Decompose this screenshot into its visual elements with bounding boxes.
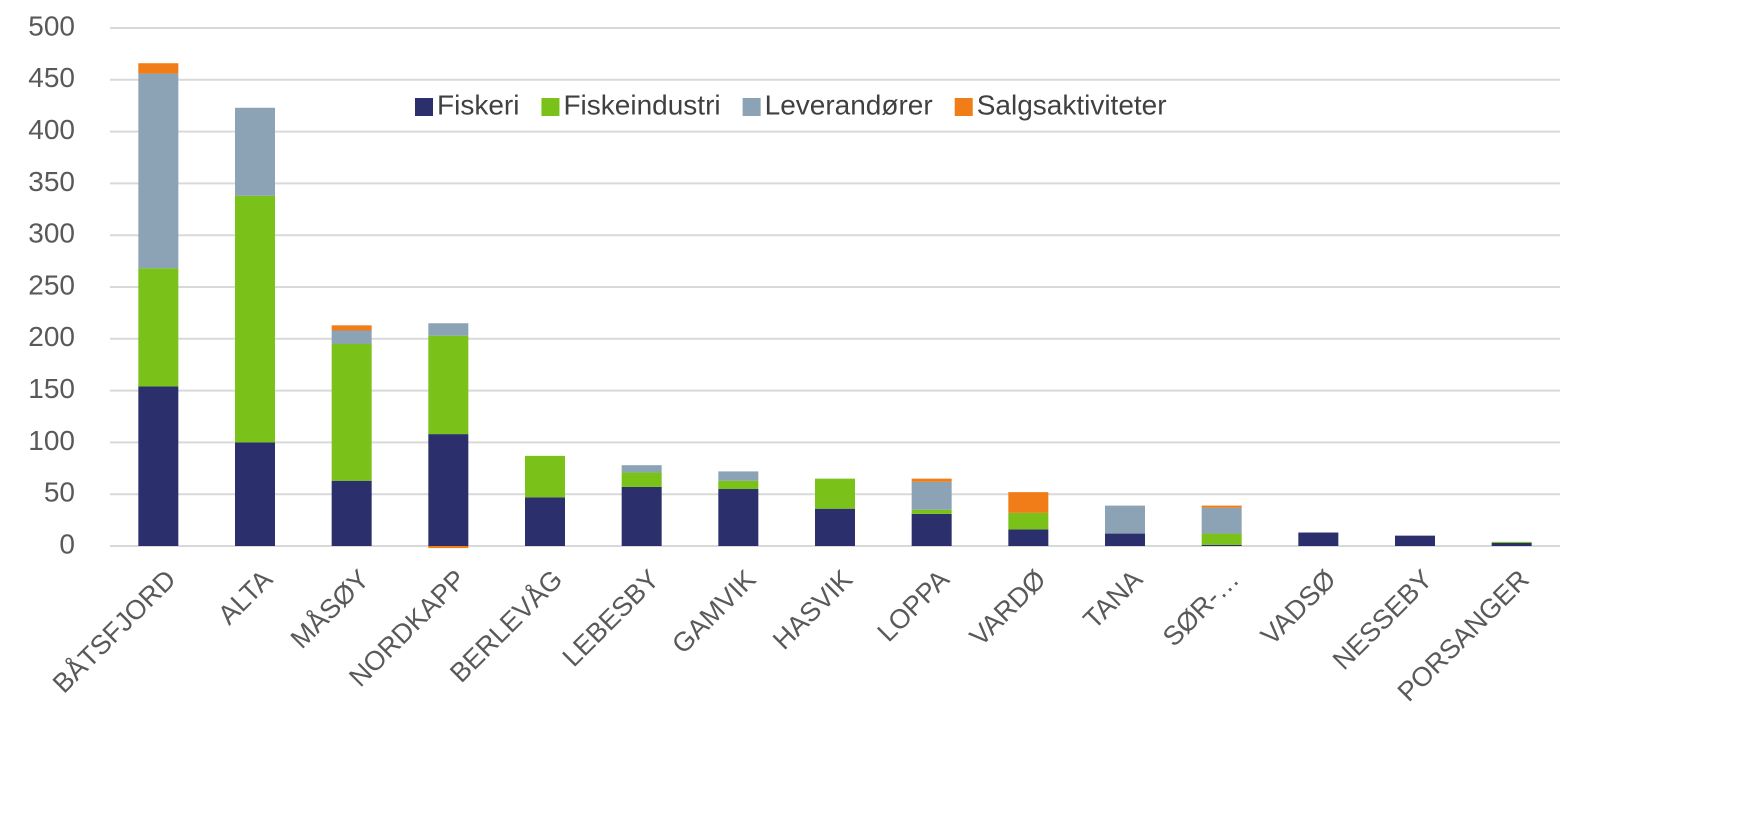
y-tick-label: 400 (28, 114, 75, 145)
x-tick-label: GAMVIK (666, 564, 761, 659)
legend-label: Salgsaktiviteter (977, 89, 1167, 120)
bar-segment (138, 268, 179, 387)
bar-segment (1105, 505, 1145, 534)
bar-segment (1491, 542, 1532, 546)
bar-segment (1201, 505, 1242, 508)
y-tick-label: 500 (28, 10, 75, 41)
bar-segment (815, 478, 855, 509)
y-tick-label: 300 (28, 218, 75, 249)
bar-segment (621, 465, 662, 473)
bar-segment (911, 478, 952, 482)
y-tick-label: 150 (28, 373, 75, 404)
bar-segment (1491, 541, 1532, 543)
legend-swatch (415, 98, 433, 116)
bar-segment (1201, 544, 1242, 546)
bar-segment (621, 486, 662, 546)
x-tick-label: LEBESBY (557, 564, 665, 672)
x-tick-label: BÅTSFJORD (46, 563, 181, 698)
bar-segment (138, 73, 179, 269)
bar-segment (1201, 507, 1242, 534)
bar-segment (815, 508, 855, 546)
bar-segment (1201, 533, 1242, 545)
bar-segment (331, 343, 372, 481)
bar-segment (235, 195, 275, 443)
bar-segment (1008, 492, 1049, 513)
bar-segment (1395, 535, 1435, 546)
bar-segment (911, 481, 952, 510)
legend-label: Fiskeri (437, 89, 519, 120)
x-tick-label: VARDØ (964, 564, 1052, 652)
bar-segment (1008, 512, 1049, 530)
bar-segment (621, 472, 662, 487)
bar-segment (235, 107, 275, 196)
legend-swatch (742, 98, 761, 116)
bar-segment (525, 455, 565, 498)
bar-segment (718, 471, 759, 481)
y-tick-label: 50 (44, 477, 75, 508)
y-tick-label: 0 (59, 528, 75, 559)
bar-segment (525, 497, 565, 546)
bar-segment (1008, 529, 1049, 546)
bar-segment (428, 434, 469, 546)
x-tick-label: VADSØ (1255, 564, 1342, 651)
legend-label: Fiskeindustri (563, 89, 720, 120)
x-tick-label: SØR-… (1157, 564, 1245, 652)
x-tick-label: ALTA (212, 564, 278, 630)
bar-segment (138, 386, 179, 546)
bar-segment (138, 63, 179, 74)
y-tick-label: 350 (28, 166, 75, 197)
bar-segment (235, 442, 275, 546)
y-tick-label: 250 (28, 269, 75, 300)
x-tick-label: MÅSØY (284, 563, 375, 654)
bar-segment (718, 480, 759, 490)
bar-segment (911, 509, 952, 514)
bar-segment (911, 513, 952, 546)
bar-segment (331, 480, 372, 546)
bar-segment (331, 330, 372, 344)
y-tick-label: 450 (28, 62, 75, 93)
x-tick-label: HASVIK (767, 564, 858, 655)
y-tick-label: 100 (28, 425, 75, 456)
x-tick-label: TANA (1078, 564, 1149, 635)
bar-segment (1298, 532, 1339, 546)
bar-segment (428, 335, 469, 435)
y-tick-label: 200 (28, 321, 75, 352)
legend-label: Leverandører (765, 89, 933, 120)
legend-swatch (541, 98, 560, 116)
bar-segment (428, 323, 469, 336)
bar-segment (331, 325, 372, 331)
legend-swatch (954, 98, 973, 116)
bar-segment (428, 546, 469, 549)
bar-segment (1105, 533, 1145, 546)
bar-segment (718, 489, 759, 546)
x-tick-label: LOPPA (871, 564, 954, 647)
